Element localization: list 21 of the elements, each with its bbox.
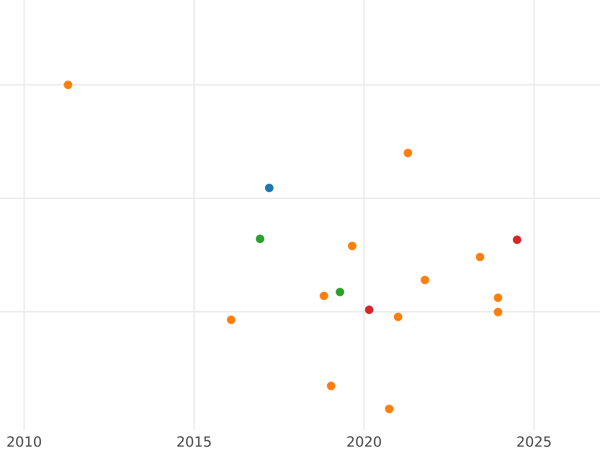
- point: [256, 234, 264, 244]
- point: [364, 306, 374, 314]
- x-tick-label: 2025: [517, 436, 551, 447]
- point: [512, 236, 522, 244]
- point: [264, 184, 274, 192]
- point: [420, 276, 430, 284]
- point: [494, 294, 502, 302]
- point: [348, 242, 356, 250]
- point: [494, 308, 502, 316]
- point: [64, 80, 72, 90]
- point: [404, 148, 412, 158]
- point: [226, 316, 236, 324]
- point: [384, 404, 394, 414]
- x-tick-label: 2015: [177, 436, 211, 447]
- point: [394, 312, 402, 322]
- point: [336, 288, 344, 296]
- point: [326, 382, 336, 390]
- x-tick-label: 2010: [7, 436, 42, 447]
- point: [476, 252, 484, 262]
- x-tick-label: 2020: [347, 436, 381, 447]
- point: [320, 292, 328, 300]
